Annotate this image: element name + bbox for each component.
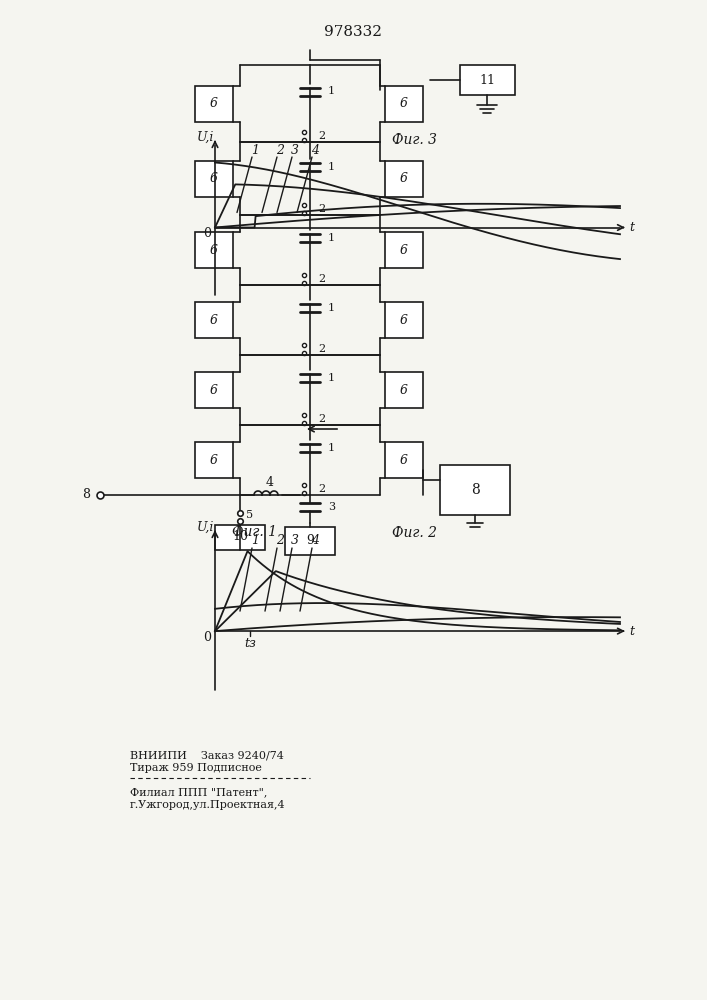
Text: 978332: 978332 (324, 25, 382, 39)
Text: 0: 0 (203, 227, 211, 240)
Text: 8: 8 (471, 483, 479, 497)
Bar (385, 302, 423, 338)
Text: ВНИИПИ    Заказ 9240/74: ВНИИПИ Заказ 9240/74 (130, 750, 284, 760)
Text: Филиал ППП "Патент",: Филиал ППП "Патент", (130, 787, 267, 797)
Bar (195, 372, 233, 408)
Text: 1: 1 (251, 143, 259, 156)
Text: Фиг. 2: Фиг. 2 (392, 526, 438, 540)
Text: t: t (629, 221, 634, 234)
Text: 4: 4 (311, 534, 319, 546)
Text: 1: 1 (251, 534, 259, 546)
Bar (195, 160, 233, 196)
Text: 10: 10 (232, 530, 248, 544)
Text: 6: 6 (400, 314, 408, 326)
Text: 6: 6 (210, 243, 218, 256)
Text: 3: 3 (328, 502, 335, 512)
Text: 1: 1 (328, 373, 335, 383)
Text: 9: 9 (306, 534, 314, 548)
Text: 6: 6 (210, 454, 218, 466)
Text: 2: 2 (318, 274, 325, 284)
Text: Фиг. 1: Фиг. 1 (233, 525, 278, 539)
Bar (385, 232, 423, 268)
Text: 3: 3 (291, 143, 299, 156)
Text: 6: 6 (210, 314, 218, 326)
Bar (460, 65, 515, 95)
Text: 1: 1 (328, 303, 335, 313)
Text: tз: tз (244, 637, 256, 650)
Text: 0: 0 (203, 631, 211, 644)
Text: t: t (629, 625, 634, 638)
Text: Тираж 959 Подписное: Тираж 959 Подписное (130, 763, 262, 773)
Bar (195, 232, 233, 268)
Bar (385, 372, 423, 408)
Text: 1: 1 (328, 233, 335, 243)
Text: Фиг. 3: Фиг. 3 (392, 133, 438, 147)
Text: 1: 1 (328, 443, 335, 453)
Text: 2: 2 (318, 131, 325, 141)
Text: 5: 5 (247, 510, 254, 520)
Text: 6: 6 (400, 454, 408, 466)
Text: 2: 2 (318, 344, 325, 354)
Bar (385, 160, 423, 196)
Bar (385, 442, 423, 478)
Text: 6: 6 (210, 383, 218, 396)
Bar (285, 527, 335, 555)
Text: 11: 11 (479, 74, 495, 87)
Text: 6: 6 (400, 243, 408, 256)
Text: 6: 6 (210, 172, 218, 185)
Text: U,i: U,i (197, 130, 214, 143)
Bar (195, 86, 233, 121)
Text: 2: 2 (318, 414, 325, 424)
Text: 8: 8 (82, 488, 90, 502)
Bar (195, 442, 233, 478)
Text: 3: 3 (291, 534, 299, 546)
Text: 6: 6 (210, 97, 218, 110)
Text: 6: 6 (400, 383, 408, 396)
Bar (195, 302, 233, 338)
Text: 2: 2 (318, 484, 325, 494)
Text: 6: 6 (400, 172, 408, 185)
Text: г.Ужгород,ул.Проектная,4: г.Ужгород,ул.Проектная,4 (130, 800, 286, 810)
Bar (215, 525, 265, 550)
Text: 1: 1 (328, 161, 335, 172)
Text: U,i: U,i (197, 520, 214, 534)
Bar (440, 465, 510, 515)
Text: 6: 6 (400, 97, 408, 110)
Text: 2: 2 (276, 534, 284, 546)
Text: 4: 4 (311, 143, 319, 156)
Bar (385, 86, 423, 121)
Text: 2: 2 (276, 143, 284, 156)
Text: 4: 4 (266, 477, 274, 489)
Text: 1: 1 (328, 87, 335, 97)
Text: 2: 2 (318, 204, 325, 214)
